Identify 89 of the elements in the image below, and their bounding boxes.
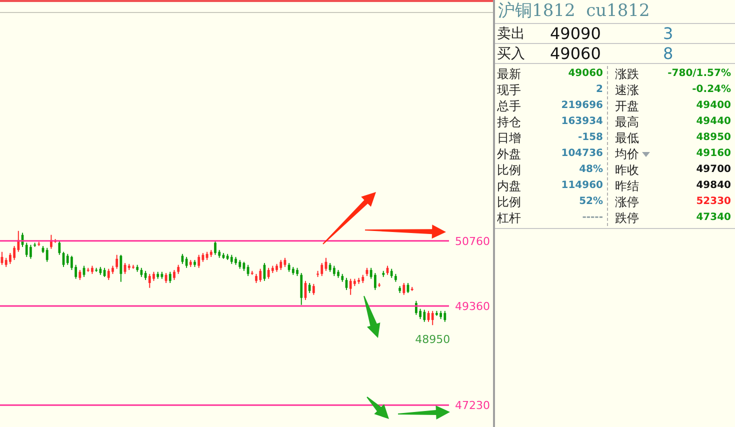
- text: 114960: [561, 180, 603, 191]
- text: 跌停: [615, 210, 639, 227]
- candlestick: [259, 268, 262, 282]
- candlestick: [402, 282, 406, 296]
- text: 49440: [696, 116, 731, 127]
- text: 104736: [561, 148, 603, 159]
- candlestick: [152, 271, 155, 282]
- text: 昨结: [615, 178, 639, 195]
- text: 163934: [561, 116, 603, 127]
- text: 昨收: [615, 162, 639, 179]
- text: 沪铜1812 cu1812: [495, 0, 735, 24]
- candlestick: [390, 268, 393, 278]
- text: 内盘: [497, 178, 521, 195]
- candlestick: [120, 254, 122, 282]
- candlestick: [312, 283, 315, 296]
- text: -158: [578, 132, 603, 143]
- text: 49700: [696, 164, 731, 175]
- text: 最低: [615, 130, 639, 147]
- candlestick: [140, 267, 143, 278]
- candlestick: [423, 309, 426, 322]
- text: 3: [663, 24, 674, 43]
- text: 49160: [696, 148, 731, 159]
- candlestick: [214, 240, 216, 256]
- text: 涨停: [615, 194, 639, 211]
- candlestick: [308, 282, 311, 294]
- candlestick: [46, 247, 48, 262]
- candlestick: [374, 272, 376, 290]
- text: 比例: [497, 194, 521, 211]
- candlestick: [58, 240, 61, 256]
- text: 2: [596, 84, 603, 95]
- text: 49400: [696, 100, 731, 111]
- text: -0.24%: [692, 84, 731, 95]
- text: 持仓: [497, 114, 521, 131]
- candlestick: [246, 264, 250, 277]
- candlestick: [173, 269, 176, 280]
- text: 219696: [561, 100, 603, 111]
- candlestick: [78, 269, 82, 280]
- text: 速涨: [615, 82, 639, 99]
- text: 开盘: [615, 98, 639, 115]
- candlestick: [4, 257, 8, 268]
- candlestick: [300, 272, 303, 306]
- y-tick-label: 49360: [455, 300, 490, 313]
- text: 49060: [568, 68, 603, 79]
- y-tick-label: 50760: [455, 234, 490, 248]
- annotation: 48950: [415, 332, 450, 346]
- text: 52%: [579, 196, 603, 207]
- candlestick: [25, 242, 28, 258]
- candlestick: [148, 273, 151, 288]
- candlestick: [107, 268, 110, 280]
- text: 49090: [550, 24, 601, 43]
- text: 48950: [696, 132, 731, 143]
- text: 现手: [497, 82, 521, 99]
- candlestick: [230, 254, 233, 264]
- text: 比例: [497, 162, 521, 179]
- candlestick: [168, 271, 172, 284]
- candlestick: [177, 264, 180, 274]
- candlestick: [349, 278, 352, 296]
- candlestick: [30, 244, 32, 260]
- text: 涨跌: [615, 66, 639, 83]
- y-tick-label: 47230: [455, 399, 490, 412]
- text: 48%: [579, 164, 603, 175]
- candlestick: [116, 254, 118, 270]
- candlestick: [431, 310, 434, 326]
- text: 日增: [497, 130, 521, 147]
- candlestick: [198, 254, 200, 268]
- candlestick: [280, 259, 282, 270]
- candlestick: [444, 310, 446, 322]
- candlestick: [255, 273, 258, 284]
- text: 外盘: [497, 146, 521, 163]
- candlestick: [267, 267, 270, 280]
- text: 均价: [615, 146, 640, 163]
- text: 47340: [696, 212, 731, 223]
- candlestick: [66, 253, 69, 266]
- text: -780/1.57%: [668, 68, 731, 79]
- text: 总手: [497, 98, 521, 115]
- text: 最高: [615, 114, 639, 131]
- text: 49840: [696, 180, 731, 191]
- text: -----: [582, 212, 603, 223]
- candlestick: [332, 265, 336, 277]
- text: 52330: [696, 196, 731, 207]
- text: 买入: [497, 45, 525, 63]
- text: 最新: [497, 66, 521, 83]
- candlestick: [13, 246, 16, 260]
- candlestick: [320, 262, 324, 277]
- text: 卖出: [497, 25, 525, 43]
- text: 8: [663, 44, 674, 63]
- candlestick: [181, 253, 184, 264]
- text: 杠杆: [497, 210, 521, 227]
- text: 49060: [550, 44, 601, 63]
